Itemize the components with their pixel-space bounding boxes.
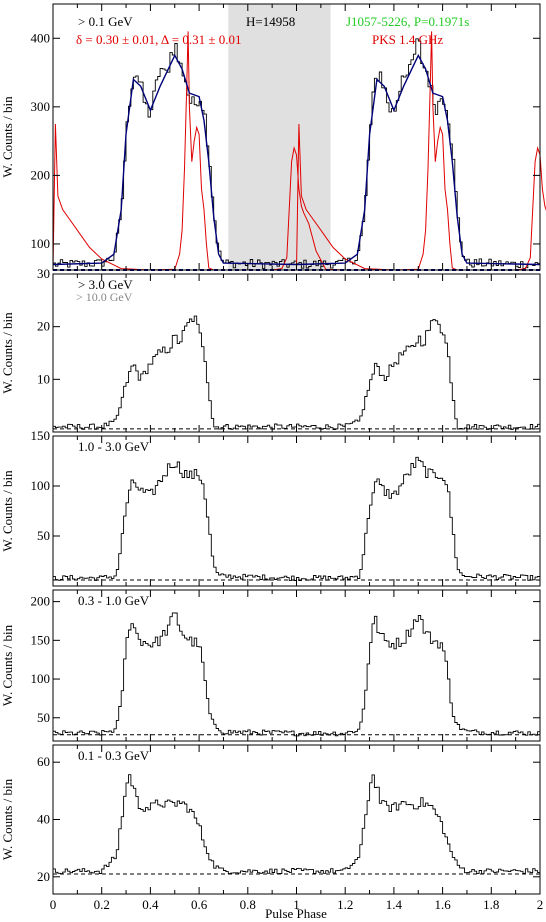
y-tick-label: 50	[37, 528, 50, 543]
energy-label-panel1: > 0.1 GeV	[78, 14, 133, 29]
x-tick-label: 0.8	[240, 897, 256, 912]
y-tick-label: 200	[31, 594, 51, 609]
panel-0: 100 200 300 400 W. Counts / bin	[0, 3, 546, 271]
y-axis-label: W. Counts / bin	[0, 312, 15, 394]
panel-energy-title: 1.0 - 3.0 GeV	[78, 439, 150, 454]
x-tick-label: 2	[537, 897, 544, 912]
pulsar-label: J1057-5226, P=0.1971s	[346, 14, 469, 29]
radio-label: PKS 1.4 GHz	[372, 32, 443, 47]
y-axis-label: W. Counts / bin	[0, 778, 15, 860]
y-tick-label: 200	[31, 167, 51, 182]
x-tick-label: 0.2	[94, 897, 110, 912]
y-tick-label: 50	[37, 710, 50, 725]
y-tick-label: 20	[37, 319, 50, 334]
y-tick-label: 20	[37, 869, 50, 884]
panel-3: 50 100 150 200 W. Counts / bin 0.3 - 1.0 GeV	[0, 589, 541, 742]
x-tick-label: 0	[50, 897, 57, 912]
offpulse-shaded-region	[228, 4, 331, 270]
panel-1: 10 20 30 W. Counts / bin > 3.0 GeV	[0, 266, 541, 433]
x-axis-title: Pulse Phase	[265, 906, 327, 921]
y-tick-label: 400	[31, 30, 51, 45]
y-tick-label: 100	[31, 478, 51, 493]
high-energy-label: > 10.0 GeV	[76, 290, 133, 304]
y-tick-label: 150	[31, 428, 51, 443]
annotations: > 0.1 GeV δ = 0.30 ± 0.01, Δ = 0.31 ± 0.…	[76, 14, 469, 921]
panel-2: 50 100 150 W. Counts / bin 1.0 - 3.0 GeV	[0, 428, 541, 587]
y-tick-label: 10	[37, 371, 50, 386]
x-tick-label: 1.6	[434, 897, 451, 912]
x-tick-label: 1	[293, 897, 300, 912]
panels: 100 200 300 400 W. Counts / bin 10 20 30 W. Coun…	[0, 3, 546, 895]
panel-4: 20 40 60 W. Counts / bin 0.1 - 0.3 GeV	[0, 744, 541, 895]
x-tick-label: 1.2	[337, 897, 353, 912]
y-tick-label: 60	[37, 754, 50, 769]
x-tick-label: 1.4	[386, 897, 403, 912]
y-tick-label: 30	[37, 266, 50, 281]
y-tick-label: 300	[31, 99, 51, 114]
panel-energy-title: 0.1 - 0.3 GeV	[78, 748, 150, 763]
x-tick-label: 0.4	[142, 897, 159, 912]
y-tick-label: 150	[31, 632, 51, 647]
y-axis-label: W. Counts / bin	[0, 96, 15, 178]
x-tick-label: 1.8	[483, 897, 499, 912]
htest-label: H=14958	[246, 14, 295, 29]
panel-energy-title: > 3.0 GeV	[78, 277, 133, 292]
y-tick-label: 40	[37, 812, 50, 827]
y-axis-label: W. Counts / bin	[0, 624, 15, 706]
gamma-histogram	[53, 774, 540, 875]
fit-params-label: δ = 0.30 ± 0.01, Δ = 0.31 ± 0.01	[76, 32, 241, 47]
shared-x-axis: 0 0.2 0.4 0.6 0.8 1 1.2 1.4 1.6 1.8 2	[50, 897, 544, 912]
y-tick-label: 100	[31, 236, 51, 251]
y-axis-label: W. Counts / bin	[0, 470, 15, 552]
panel-energy-title: 0.3 - 1.0 GeV	[78, 593, 150, 608]
y-tick-label: 100	[31, 671, 51, 686]
x-tick-label: 0.6	[191, 897, 208, 912]
